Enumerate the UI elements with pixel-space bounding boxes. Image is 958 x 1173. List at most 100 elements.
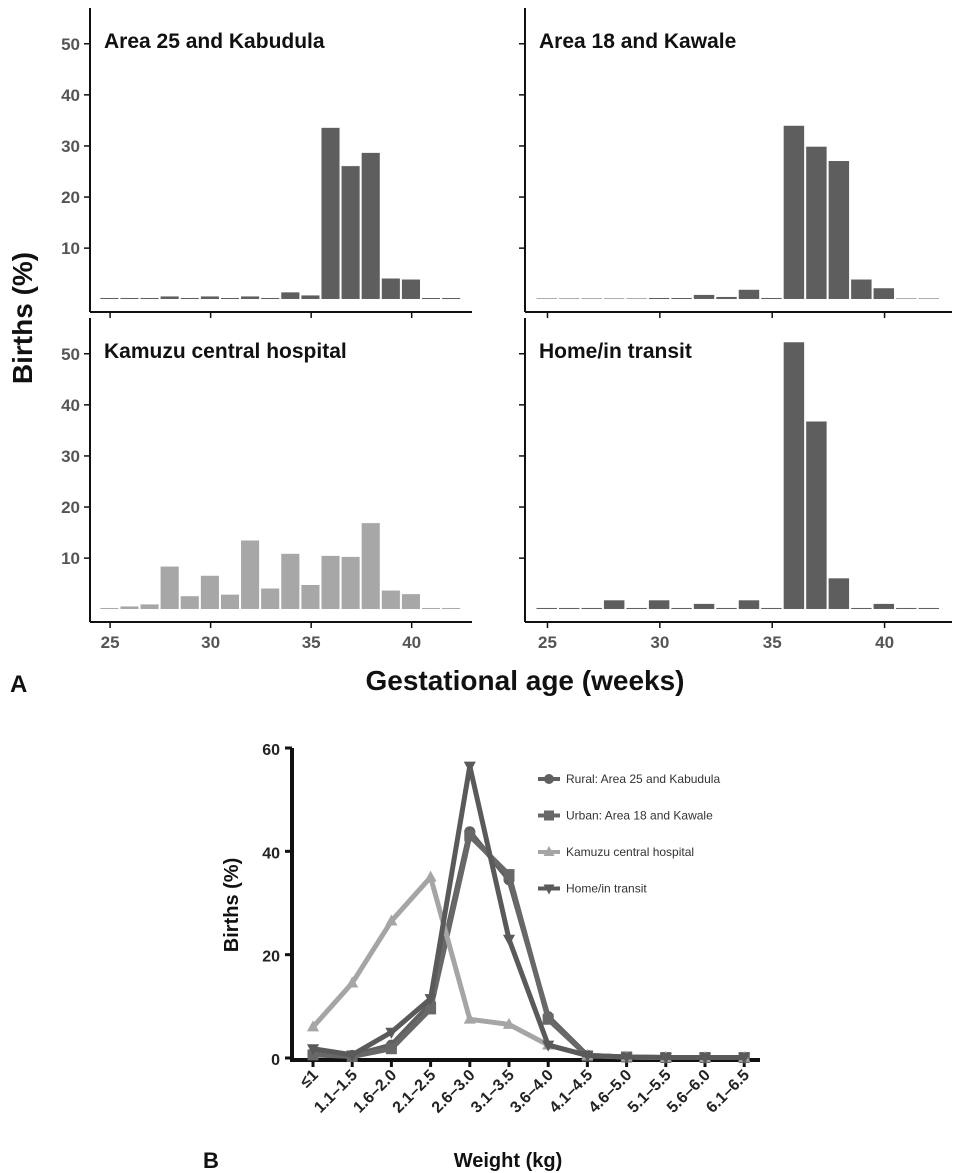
- bar-36wk: [783, 125, 805, 300]
- panel-title: Home/in transit: [539, 340, 692, 363]
- series-3: [306, 870, 751, 1062]
- bar-33wk: [260, 297, 280, 300]
- bar-29wk: [180, 297, 200, 300]
- bar-32wk: [240, 540, 260, 610]
- bar-39wk: [850, 607, 873, 610]
- bar-39wk: [381, 590, 401, 610]
- bar-28wk: [160, 566, 180, 610]
- data-point: [698, 1053, 712, 1065]
- bar-40wk: [401, 593, 421, 610]
- bar-40wk: [873, 287, 895, 300]
- histogram-panel-2: Area 18 and Kawale: [519, 8, 952, 318]
- histogram-panel-1: 10 20 30 40 50 Area 25 and Kabudula: [61, 8, 472, 318]
- data-point: [581, 1051, 594, 1063]
- bar-27wk: [580, 607, 603, 610]
- bar-30wk: [648, 599, 670, 610]
- y-tick-label: 50: [61, 35, 80, 54]
- data-point: [346, 1050, 359, 1062]
- histogram-panel-4: 25 30 35 40 Home/in transit: [519, 318, 952, 652]
- legend-marker: [544, 810, 554, 821]
- histogram-panel-3: 10 20 30 40 50 25 30 35 40 Kamuzu central hospita…: [61, 318, 472, 652]
- legend-item-1: Rural: Area 25 and Kabudula: [538, 772, 720, 786]
- y-tick-label: 20: [262, 949, 280, 966]
- bar-30wk: [648, 297, 670, 300]
- bar-27wk: [580, 297, 603, 300]
- data-point: [424, 870, 437, 882]
- x-tick-label: 30: [650, 633, 669, 652]
- bar-36wk: [320, 127, 341, 300]
- data-point: [620, 1052, 633, 1064]
- bar-31wk: [220, 297, 240, 300]
- y-tick-label: 30: [61, 447, 80, 466]
- bar-36wk: [320, 555, 341, 610]
- x-tick-label: 35: [763, 633, 782, 652]
- data-point: [306, 1044, 320, 1056]
- bar-34wk: [738, 289, 760, 300]
- y-tick-label: 20: [61, 188, 80, 207]
- data-point: [542, 1013, 554, 1025]
- x-tick-label: 40: [875, 633, 894, 652]
- bar-28wk: [160, 295, 180, 300]
- bar-26wk: [558, 297, 580, 300]
- bar-38wk: [361, 152, 381, 300]
- bar-37wk: [341, 165, 361, 300]
- bar-41wk: [895, 607, 918, 610]
- legend-item-3: Kamuzu central hospital: [538, 845, 694, 859]
- bar-40wk: [873, 603, 895, 610]
- bar-33wk: [260, 588, 280, 610]
- bar-25wk: [99, 297, 119, 300]
- bar-26wk: [119, 605, 140, 610]
- data-point: [463, 1012, 476, 1024]
- data-point: [463, 761, 476, 773]
- legend-label: Kamuzu central hospital: [566, 845, 694, 859]
- series-4: [306, 761, 751, 1065]
- data-point: [424, 994, 437, 1006]
- data-point: [502, 934, 516, 946]
- bar-42wk: [441, 297, 461, 300]
- legend: Rural: Area 25 and Kabudula Urban: Area 1…: [538, 772, 720, 896]
- panel-label-a: A: [10, 671, 27, 698]
- data-point: [306, 1020, 320, 1032]
- y-tick-label: 40: [262, 845, 280, 862]
- bar-40wk: [401, 279, 421, 300]
- bar-35wk: [760, 607, 783, 610]
- bar-29wk: [625, 297, 648, 300]
- y-tick-label: 0: [271, 1052, 280, 1069]
- bar-26wk: [119, 297, 140, 300]
- y-axis-title-a: Births (%): [7, 252, 38, 384]
- bar-35wk: [300, 584, 320, 610]
- data-point: [346, 976, 359, 988]
- data-point: [503, 869, 515, 881]
- y-tick-label: 10: [61, 549, 80, 568]
- y-tick-label: 10: [61, 239, 80, 258]
- x-tick-label: 30: [201, 633, 220, 652]
- y-tick-label: 40: [61, 86, 80, 105]
- panel-title: Area 18 and Kawale: [539, 30, 736, 53]
- panel-b-line-chart: 0204060≤11.1–1.51.6–2.02.1–2.52.6–3.03.1…: [262, 742, 760, 1117]
- bar-35wk: [300, 294, 320, 300]
- bar-29wk: [180, 595, 200, 610]
- y-tick-label: 30: [61, 137, 80, 156]
- legend-label: Rural: Area 25 and Kabudula: [566, 772, 720, 786]
- bar-42wk: [918, 297, 940, 300]
- bar-35wk: [760, 297, 783, 300]
- series-line: [312, 763, 745, 1060]
- bar-28wk: [603, 297, 625, 300]
- y-tick-label: 60: [262, 742, 280, 759]
- x-tick-label: 35: [302, 633, 321, 652]
- bar-37wk: [805, 146, 828, 300]
- bar-41wk: [895, 297, 918, 300]
- data-point: [659, 1053, 672, 1065]
- legend-marker: [543, 846, 555, 856]
- bar-36wk: [783, 341, 805, 610]
- bar-34wk: [280, 291, 300, 300]
- data-point: [464, 830, 476, 842]
- bar-39wk: [850, 279, 873, 300]
- bar-38wk: [828, 577, 850, 610]
- bar-27wk: [140, 603, 160, 610]
- bar-33wk: [715, 607, 738, 610]
- x-tick-label: 25: [538, 633, 557, 652]
- bar-31wk: [670, 607, 693, 610]
- panel-a-histograms: 10 20 30 40 50 Area 25 and Kabudula Area 18 an…: [61, 8, 952, 652]
- bar-41wk: [421, 607, 441, 610]
